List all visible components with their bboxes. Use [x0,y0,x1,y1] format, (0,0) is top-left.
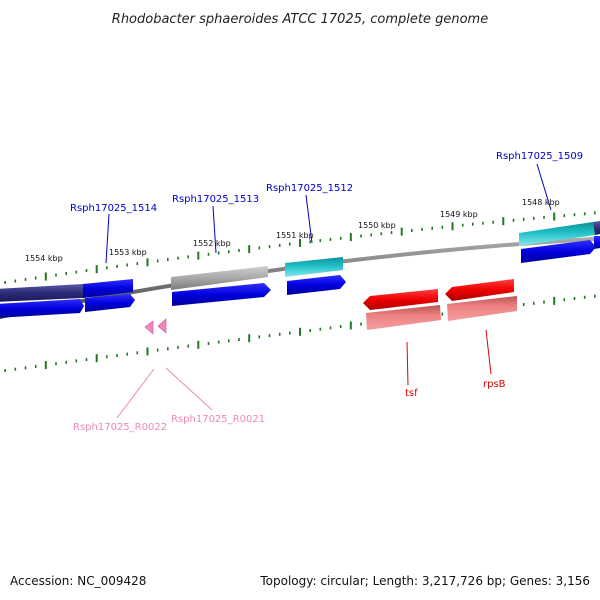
feature-dark-left[interactable] [0,284,83,302]
feature-rsph17025-1512-teal[interactable] [285,257,343,277]
tick-label-1553: 1553 kbp [109,248,147,257]
label-rsph17025-r0022[interactable]: Rsph17025_R0022 [73,422,167,433]
label-rsph17025-1509[interactable]: Rsph17025_1509 [496,151,583,162]
accession-text: Accession: NC_009428 [10,574,146,588]
leader-rsph17025-r0022 [116,368,155,419]
feature-rpsB-light[interactable] [447,296,517,321]
feature-rsph17025-r0022[interactable] [144,320,154,335]
tick-label-1548: 1548 kbp [522,198,560,207]
feature-rsph17025-1513-grey[interactable] [171,266,268,290]
map-title: Rhodobacter sphaeroides ATCC 17025, comp… [112,12,488,27]
label-rsph17025-r0021[interactable]: Rsph17025_R0021 [171,414,265,425]
label-rsph17025-1514[interactable]: Rsph17025_1514 [70,203,157,214]
feature-tsf[interactable] [363,289,438,310]
feature-rsph17025-1514[interactable] [85,294,135,312]
label-rsph17025-1513[interactable]: Rsph17025_1513 [172,194,259,205]
outer-tick-ring [4,211,596,284]
leader-rsph17025-1512 [305,194,313,244]
feature-rsph17025-1509[interactable] [521,240,596,263]
tick-label-1554: 1554 kbp [25,254,63,263]
feature-tsf-light[interactable] [366,305,441,330]
leader-rpsB [485,329,492,375]
summary-text: Topology: circular; Length: 3,217,726 bp… [259,574,590,588]
tick-label-1552: 1552 kbp [193,239,231,248]
tick-label-1550: 1550 kbp [358,221,396,230]
leader-rsph17025-1514 [105,213,110,264]
tick-label-1551: 1551 kbp [276,231,314,240]
feature-rsph17025-1512[interactable] [287,275,346,295]
feature-forward-left[interactable] [0,299,84,318]
leader-rsph17025-r0021 [165,367,213,411]
feature-forward-right[interactable] [594,236,600,249]
leader-rsph17025-1509 [536,163,552,211]
feature-rsph17025-r0021[interactable] [157,318,167,334]
feature-rsph17025-1513[interactable] [172,283,271,306]
leader-rsph17025-1513 [212,205,217,254]
feature-rsph17025-1509-teal[interactable] [519,222,595,246]
feature-dark-right[interactable] [593,221,600,235]
feature-rsph17025-1514-upper[interactable] [83,279,133,298]
label-rpsB[interactable]: rpsB [483,379,506,390]
label-rsph17025-1512[interactable]: Rsph17025_1512 [266,183,353,194]
label-tsf[interactable]: tsf [405,388,418,399]
feature-rpsB[interactable] [445,279,514,301]
tick-label-1549: 1549 kbp [440,210,478,219]
leader-tsf [406,341,409,386]
